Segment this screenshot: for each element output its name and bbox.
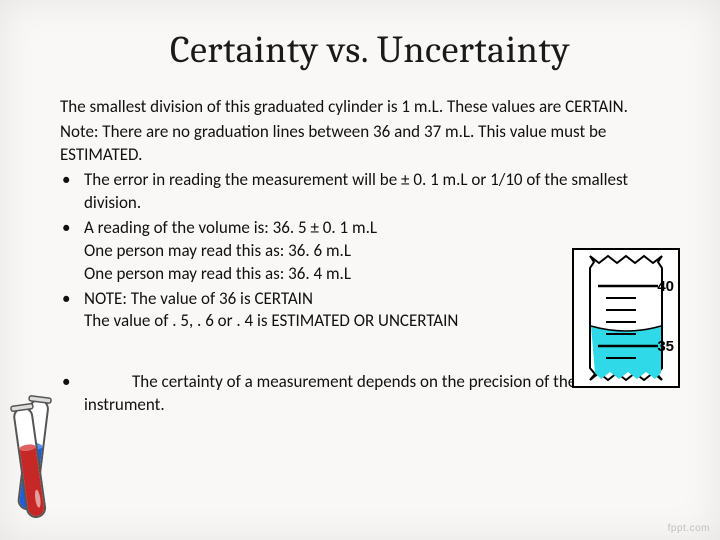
cylinder-label-40: 40 [657, 278, 674, 295]
bullet-line: The error in reading the measurement wil… [84, 169, 660, 215]
bullet-list: • The error in reading the measurement w… [60, 169, 660, 334]
intro-line-1: The smallest division of this graduated … [60, 96, 660, 119]
bullet-dot-icon: • [62, 217, 70, 240]
bullet-line: A reading of the volume is: 36. 5 ± 0. 1… [84, 217, 584, 240]
bullet-item: • The error in reading the measurement w… [60, 169, 660, 215]
final-text: The certainty of a measurement depends o… [84, 371, 576, 415]
bullet-dot-icon: • [62, 169, 70, 192]
test-tubes-figure [6, 388, 70, 538]
spacer [60, 335, 660, 371]
bullet-item: • NOTE: The value of 36 is CERTAIN The v… [60, 288, 660, 334]
bullet-line: One person may read this as: 36. 6 m.L [84, 240, 584, 263]
test-tubes-icon [6, 388, 70, 538]
bullet-line: NOTE: The value of 36 is CERTAIN [84, 288, 584, 311]
body-text: The smallest division of this graduated … [60, 96, 660, 417]
bullet-list-final: • The certainty of a measurement depends… [60, 371, 660, 417]
bullet-item: • A reading of the volume is: 36. 5 ± 0.… [60, 217, 660, 286]
cylinder-label-35: 35 [657, 338, 674, 355]
page-title: Certainty vs. Uncertainty [60, 28, 680, 72]
bullet-item: • The certainty of a measurement depends… [60, 371, 660, 417]
intro-line-2: Note: There are no graduation lines betw… [60, 121, 660, 167]
cylinder-icon: 40 35 [572, 248, 680, 388]
slide: Certainty vs. Uncertainty The smallest d… [0, 0, 720, 540]
graduated-cylinder-figure: 40 35 [572, 248, 680, 388]
bullet-line: The value of . 5, . 6 or . 4 is ESTIMATE… [84, 310, 584, 333]
bullet-line: One person may read this as: 36. 4 m.L [84, 263, 584, 286]
bullet-dot-icon: • [62, 288, 70, 311]
watermark: fppt.com [668, 523, 710, 534]
